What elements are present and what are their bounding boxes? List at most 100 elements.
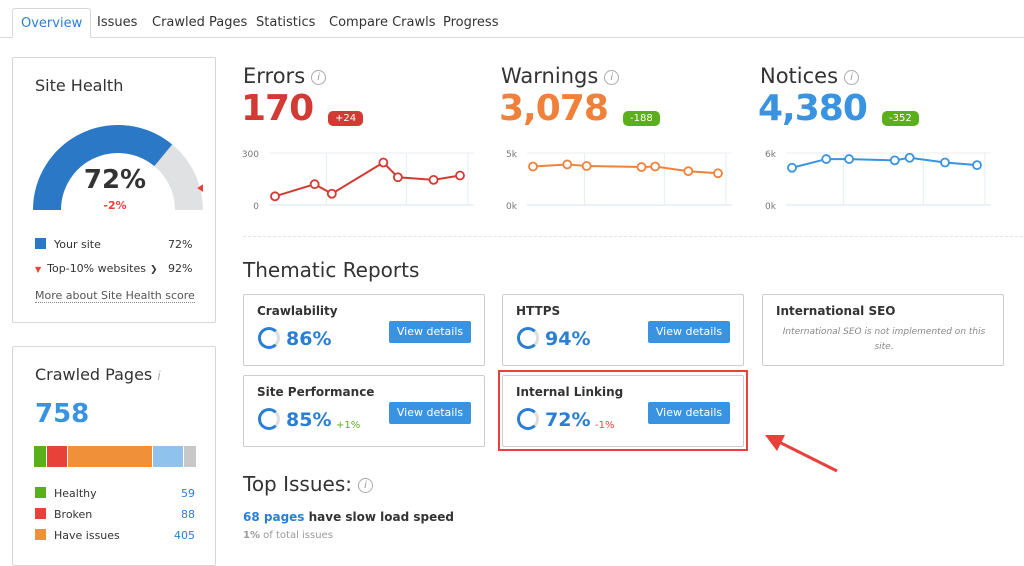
metric-delta-badge: +24 bbox=[328, 111, 364, 126]
tab-crawled-pages[interactable]: Crawled Pages bbox=[152, 15, 248, 30]
site-health-card: Site Health 72% -2% Your site 72% ▼ Top-1… bbox=[12, 57, 216, 323]
metric-delta-badge: -352 bbox=[882, 111, 919, 126]
report-percent: 94% bbox=[545, 328, 591, 350]
legend-top10[interactable]: ▼ Top-10% websites ❯ bbox=[35, 262, 158, 275]
data-point bbox=[844, 154, 854, 164]
data-point bbox=[455, 170, 465, 181]
data-point bbox=[562, 159, 573, 170]
y-tick-label: 0k bbox=[506, 202, 518, 212]
data-point bbox=[683, 166, 694, 177]
crawled-pages-card: Crawled Pages i 758 Healthy 59 Broken 88 Hav… bbox=[12, 346, 216, 566]
arrow-annotation bbox=[765, 435, 838, 473]
crawled-pages-bar bbox=[34, 446, 197, 467]
y-tick-label: 6k bbox=[765, 150, 777, 160]
blue-square-icon bbox=[35, 238, 46, 249]
site-health-link[interactable]: More about Site Health score bbox=[35, 289, 195, 303]
site-health-score: 72% bbox=[83, 165, 147, 195]
report-note: International SEO is not implemented on … bbox=[782, 327, 986, 352]
progress-ring-icon bbox=[517, 327, 539, 349]
site-health-gauge bbox=[33, 125, 203, 211]
color-square-icon bbox=[35, 529, 46, 540]
divider bbox=[243, 236, 1023, 237]
top10-marker bbox=[197, 184, 203, 192]
tab-compare-crawls[interactable]: Compare Crawls bbox=[329, 15, 436, 30]
metric-delta-badge: -188 bbox=[623, 111, 660, 126]
site-health-change: -2% bbox=[103, 199, 127, 212]
color-square-icon bbox=[35, 508, 46, 519]
thematic-report-card: Site Performance 85% +1% View details bbox=[243, 375, 485, 447]
info-icon[interactable]: i bbox=[311, 70, 327, 85]
report-percent: 86% bbox=[286, 328, 332, 350]
report-delta: +1% bbox=[336, 420, 361, 431]
report-title: HTTPS bbox=[516, 304, 561, 318]
data-point bbox=[787, 162, 797, 173]
thematic-report-card: Crawlability 86% View details bbox=[243, 294, 485, 366]
top-issues-title: Top Issues: i bbox=[243, 472, 373, 496]
y-tick-label: 5k bbox=[506, 150, 518, 160]
metric-title: Warnings i bbox=[501, 64, 620, 88]
data-point bbox=[636, 162, 647, 172]
data-point bbox=[650, 161, 661, 172]
gauge-fill bbox=[33, 125, 173, 211]
legend-value[interactable]: 88 bbox=[181, 508, 195, 521]
y-tick-label: 0k bbox=[765, 202, 777, 212]
crawled-pages-total: 758 bbox=[35, 399, 90, 429]
thematic-report-card: Internal Linking 72% -1% View details bbox=[502, 375, 744, 447]
view-details-button[interactable]: View details bbox=[648, 402, 730, 424]
info-icon[interactable]: i bbox=[157, 369, 161, 383]
legend-your-site: Your site bbox=[35, 238, 101, 251]
progress-ring-icon bbox=[258, 327, 280, 349]
data-point bbox=[713, 168, 723, 179]
legend-item: Healthy bbox=[35, 487, 97, 500]
legend-value[interactable]: 405 bbox=[174, 529, 195, 542]
crawled-pages-title: Crawled Pages i bbox=[35, 365, 161, 384]
tab-bar: Overview Issues Crawled Pages Statistics… bbox=[0, 0, 1024, 38]
bar-segment bbox=[34, 446, 47, 467]
tab-progress[interactable]: Progress bbox=[443, 15, 499, 30]
chevron-down-icon[interactable]: ❯ bbox=[149, 265, 158, 275]
report-title: International SEO bbox=[776, 304, 896, 318]
metric-title: Notices i bbox=[760, 64, 860, 88]
y-tick-label: 300 bbox=[242, 150, 259, 160]
metric-value[interactable]: 170 bbox=[241, 88, 314, 129]
report-title: Site Performance bbox=[257, 385, 375, 399]
thematic-reports-title: Thematic Reports bbox=[243, 258, 420, 282]
top-issue-link[interactable]: 68 pages bbox=[243, 510, 305, 524]
metric-chart: 300 0 bbox=[242, 150, 474, 212]
legend-value[interactable]: 59 bbox=[181, 487, 195, 500]
info-icon[interactable]: i bbox=[604, 70, 620, 85]
view-details-button[interactable]: View details bbox=[648, 321, 730, 343]
legend-item: Broken bbox=[35, 508, 92, 521]
metric-chart: 6k 0k bbox=[765, 150, 991, 212]
report-percent: 72% bbox=[545, 409, 591, 431]
progress-ring-icon bbox=[258, 408, 280, 430]
data-point bbox=[392, 172, 403, 183]
report-title: Internal Linking bbox=[516, 385, 624, 399]
progress-ring-icon bbox=[517, 408, 539, 430]
data-point bbox=[940, 157, 950, 168]
info-icon[interactable]: i bbox=[844, 70, 860, 85]
top10-value: 92% bbox=[168, 262, 193, 275]
tab-issues[interactable]: Issues bbox=[97, 15, 138, 30]
metric-value[interactable]: 4,380 bbox=[758, 88, 868, 129]
tab-statistics[interactable]: Statistics bbox=[256, 15, 316, 30]
view-details-button[interactable]: View details bbox=[389, 321, 471, 343]
data-point bbox=[889, 155, 900, 166]
data-point bbox=[270, 191, 280, 202]
thematic-report-card: HTTPS 94% View details bbox=[502, 294, 744, 366]
view-details-button[interactable]: View details bbox=[389, 402, 471, 424]
data-point bbox=[378, 157, 389, 168]
info-icon[interactable]: i bbox=[357, 478, 373, 493]
metric-chart: 5k 0k bbox=[506, 150, 732, 212]
tab-overview[interactable]: Overview bbox=[12, 8, 92, 38]
data-point bbox=[428, 174, 439, 185]
report-title: Crawlability bbox=[257, 304, 338, 318]
metric-value[interactable]: 3,078 bbox=[499, 88, 609, 129]
data-point bbox=[581, 161, 592, 171]
data-point bbox=[904, 152, 915, 163]
bar-segment bbox=[47, 446, 67, 467]
legend-item: Have issues bbox=[35, 529, 120, 542]
bar-segment bbox=[67, 446, 153, 467]
report-delta: -1% bbox=[595, 420, 615, 431]
color-square-icon bbox=[35, 487, 46, 498]
